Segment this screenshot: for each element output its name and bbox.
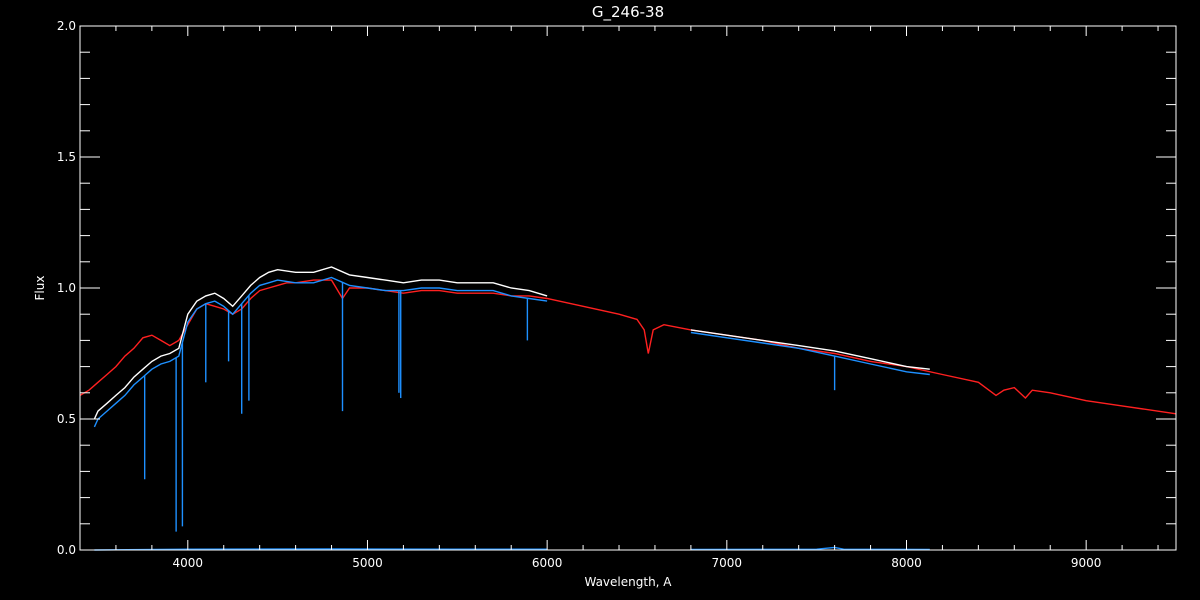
chart-title: G_246-38 [592,3,664,22]
y-axis-label: Flux [33,276,47,301]
x-tick-label-3: 7000 [712,556,743,570]
series-line-4 [690,331,930,376]
x-axis-label: Wavelength, A [584,575,672,589]
y-tick-label-3: 1.5 [57,150,76,164]
y-tick-label-0: 0.0 [57,543,76,557]
series-line-2 [93,276,548,428]
series-line-1 [93,266,548,420]
y-tick-label-1: 0.5 [57,412,76,426]
x-tick-label-2: 6000 [532,556,563,570]
x-tick-label-4: 8000 [891,556,922,570]
x-tick-label-1: 5000 [352,556,383,570]
series-line-3 [690,329,930,370]
y-tick-label-2: 1.0 [57,281,76,295]
absorption-feature-layer [143,282,836,532]
x-axis-ticks: 4000 5000 6000 7000 8000 9000 [79,26,1159,570]
x-tick-label-0: 4000 [173,556,204,570]
y-axis-ticks: 0.0 0.5 1.0 1.5 2.0 [57,19,1176,557]
y-tick-label-4: 2.0 [57,19,76,33]
x-tick-label-5: 9000 [1071,556,1102,570]
series-line-0 [79,279,1177,415]
